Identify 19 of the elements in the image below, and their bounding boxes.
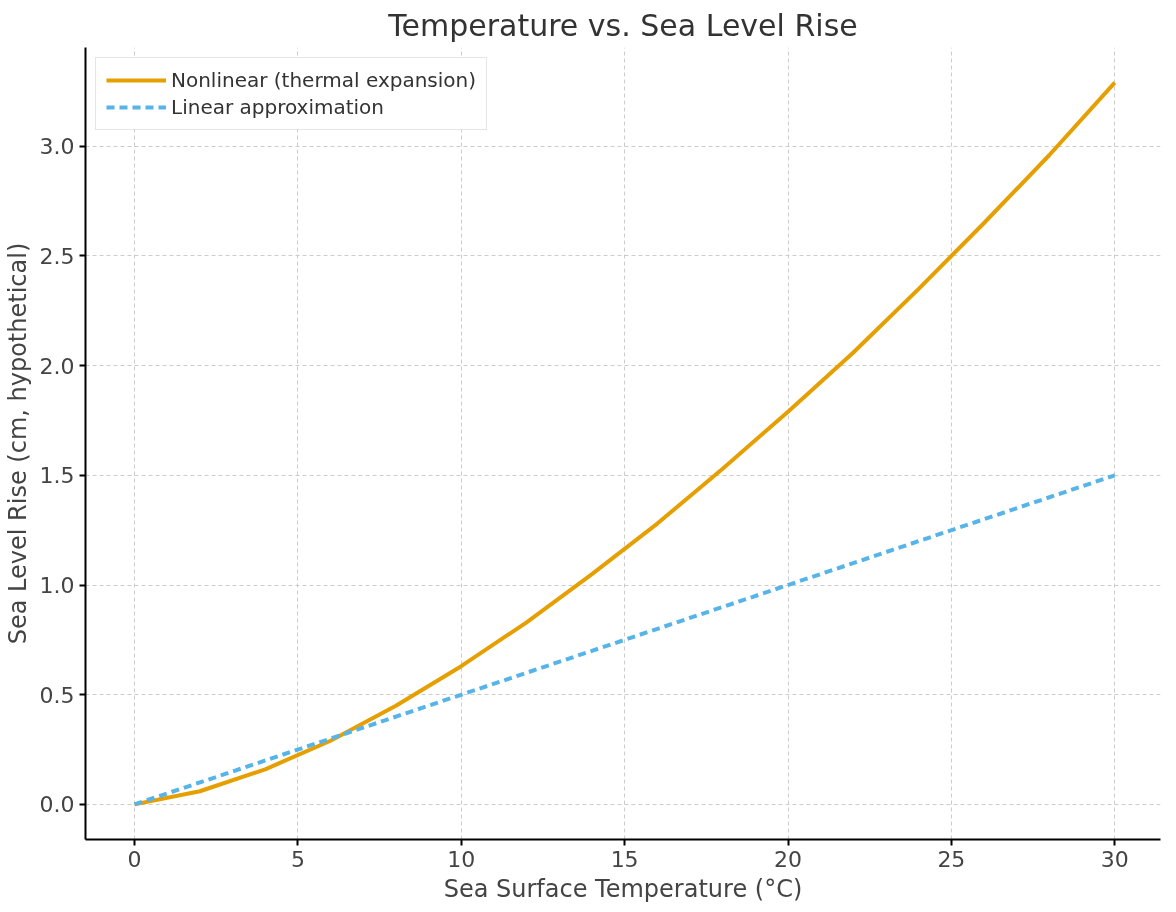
x-tick-label: 0 xyxy=(127,846,142,872)
y-axis-title: Sea Level Rise (cm, hypothetical) xyxy=(3,242,32,645)
y-tick-label: 3.0 xyxy=(39,134,75,160)
x-tick-label: 5 xyxy=(290,846,305,872)
y-tick-label: 1.5 xyxy=(39,463,75,489)
x-tick-label: 20 xyxy=(774,846,803,872)
x-tick-label: 30 xyxy=(1100,846,1129,872)
y-tick-label: 0.5 xyxy=(39,682,75,708)
y-tick-label: 2.0 xyxy=(39,353,75,379)
x-tick-label: 25 xyxy=(937,846,966,872)
legend-label: Nonlinear (thermal expansion) xyxy=(171,68,477,92)
y-tick-label: 2.5 xyxy=(39,243,75,269)
y-tick-label: 1.0 xyxy=(39,573,75,599)
chart-title: Temperature vs. Sea Level Rise xyxy=(387,7,858,43)
x-tick-label: 15 xyxy=(610,846,639,872)
legend-label: Linear approximation xyxy=(171,95,385,119)
x-axis-title: Sea Surface Temperature (°C) xyxy=(443,874,803,903)
y-tick-label: 0.0 xyxy=(39,792,75,818)
x-tick-label: 10 xyxy=(447,846,476,872)
